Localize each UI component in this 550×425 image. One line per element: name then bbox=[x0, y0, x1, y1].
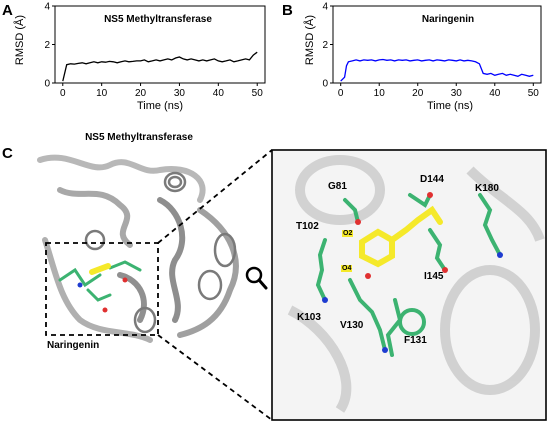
chart-a-xtick-label: 10 bbox=[96, 88, 108, 99]
chart-a-xtick-label: 30 bbox=[174, 88, 186, 99]
residue-i145: I145 bbox=[424, 271, 444, 282]
chart-a-ytick-label: 2 bbox=[44, 40, 50, 51]
chart-b-xtick-label: 30 bbox=[451, 88, 463, 99]
chart-b-ytick-label: 4 bbox=[322, 2, 328, 13]
chart-b-ytick-label: 2 bbox=[322, 40, 328, 51]
chart-a-series-line bbox=[62, 51, 258, 82]
residue-v130: V130 bbox=[340, 320, 364, 331]
chart-b-xtick-label: 10 bbox=[374, 88, 386, 99]
chart-a-ytick-label: 4 bbox=[44, 2, 50, 13]
chart-a-title: NS5 Methyltransferase bbox=[104, 14, 212, 25]
atom-label-o2: O2 bbox=[342, 230, 354, 237]
chart-b-xtick-label: 0 bbox=[338, 88, 344, 99]
chart-a-xtick-label: 0 bbox=[60, 88, 66, 99]
chart-a-xtick-label: 20 bbox=[135, 88, 147, 99]
chart-b-xtick-label: 40 bbox=[489, 88, 501, 99]
ligand-label: Naringenin bbox=[47, 340, 100, 351]
residue-d144: D144 bbox=[420, 174, 444, 185]
panel-letter-c: C bbox=[2, 145, 13, 162]
chart-b-title: Naringenin bbox=[421, 14, 475, 25]
chart-b-xlabel: Time (ns) bbox=[426, 100, 474, 112]
residue-g81: G81 bbox=[328, 181, 347, 192]
chart-b-series-line bbox=[340, 58, 534, 82]
chart-a-xtick-label: 40 bbox=[213, 88, 225, 99]
panel-letter-a: A bbox=[2, 2, 13, 19]
residue-f131: F131 bbox=[404, 335, 427, 346]
chart-b-xtick-label: 50 bbox=[528, 88, 540, 99]
chart-b-ytick-label: 0 bbox=[322, 79, 328, 90]
panel-letter-b: B bbox=[282, 2, 293, 19]
residue-k103: K103 bbox=[297, 312, 321, 323]
atom-label-o4: O4 bbox=[341, 265, 353, 272]
structure-title: NS5 Methyltransferase bbox=[85, 132, 193, 143]
residue-k180: K180 bbox=[475, 183, 499, 194]
chart-b-xtick-label: 20 bbox=[412, 88, 424, 99]
chart-a-ytick-label: 0 bbox=[44, 79, 50, 90]
chart-a-xlabel: Time (ns) bbox=[136, 100, 184, 112]
chart-a-xtick-label: 50 bbox=[252, 88, 264, 99]
residue-t102: T102 bbox=[296, 221, 319, 232]
